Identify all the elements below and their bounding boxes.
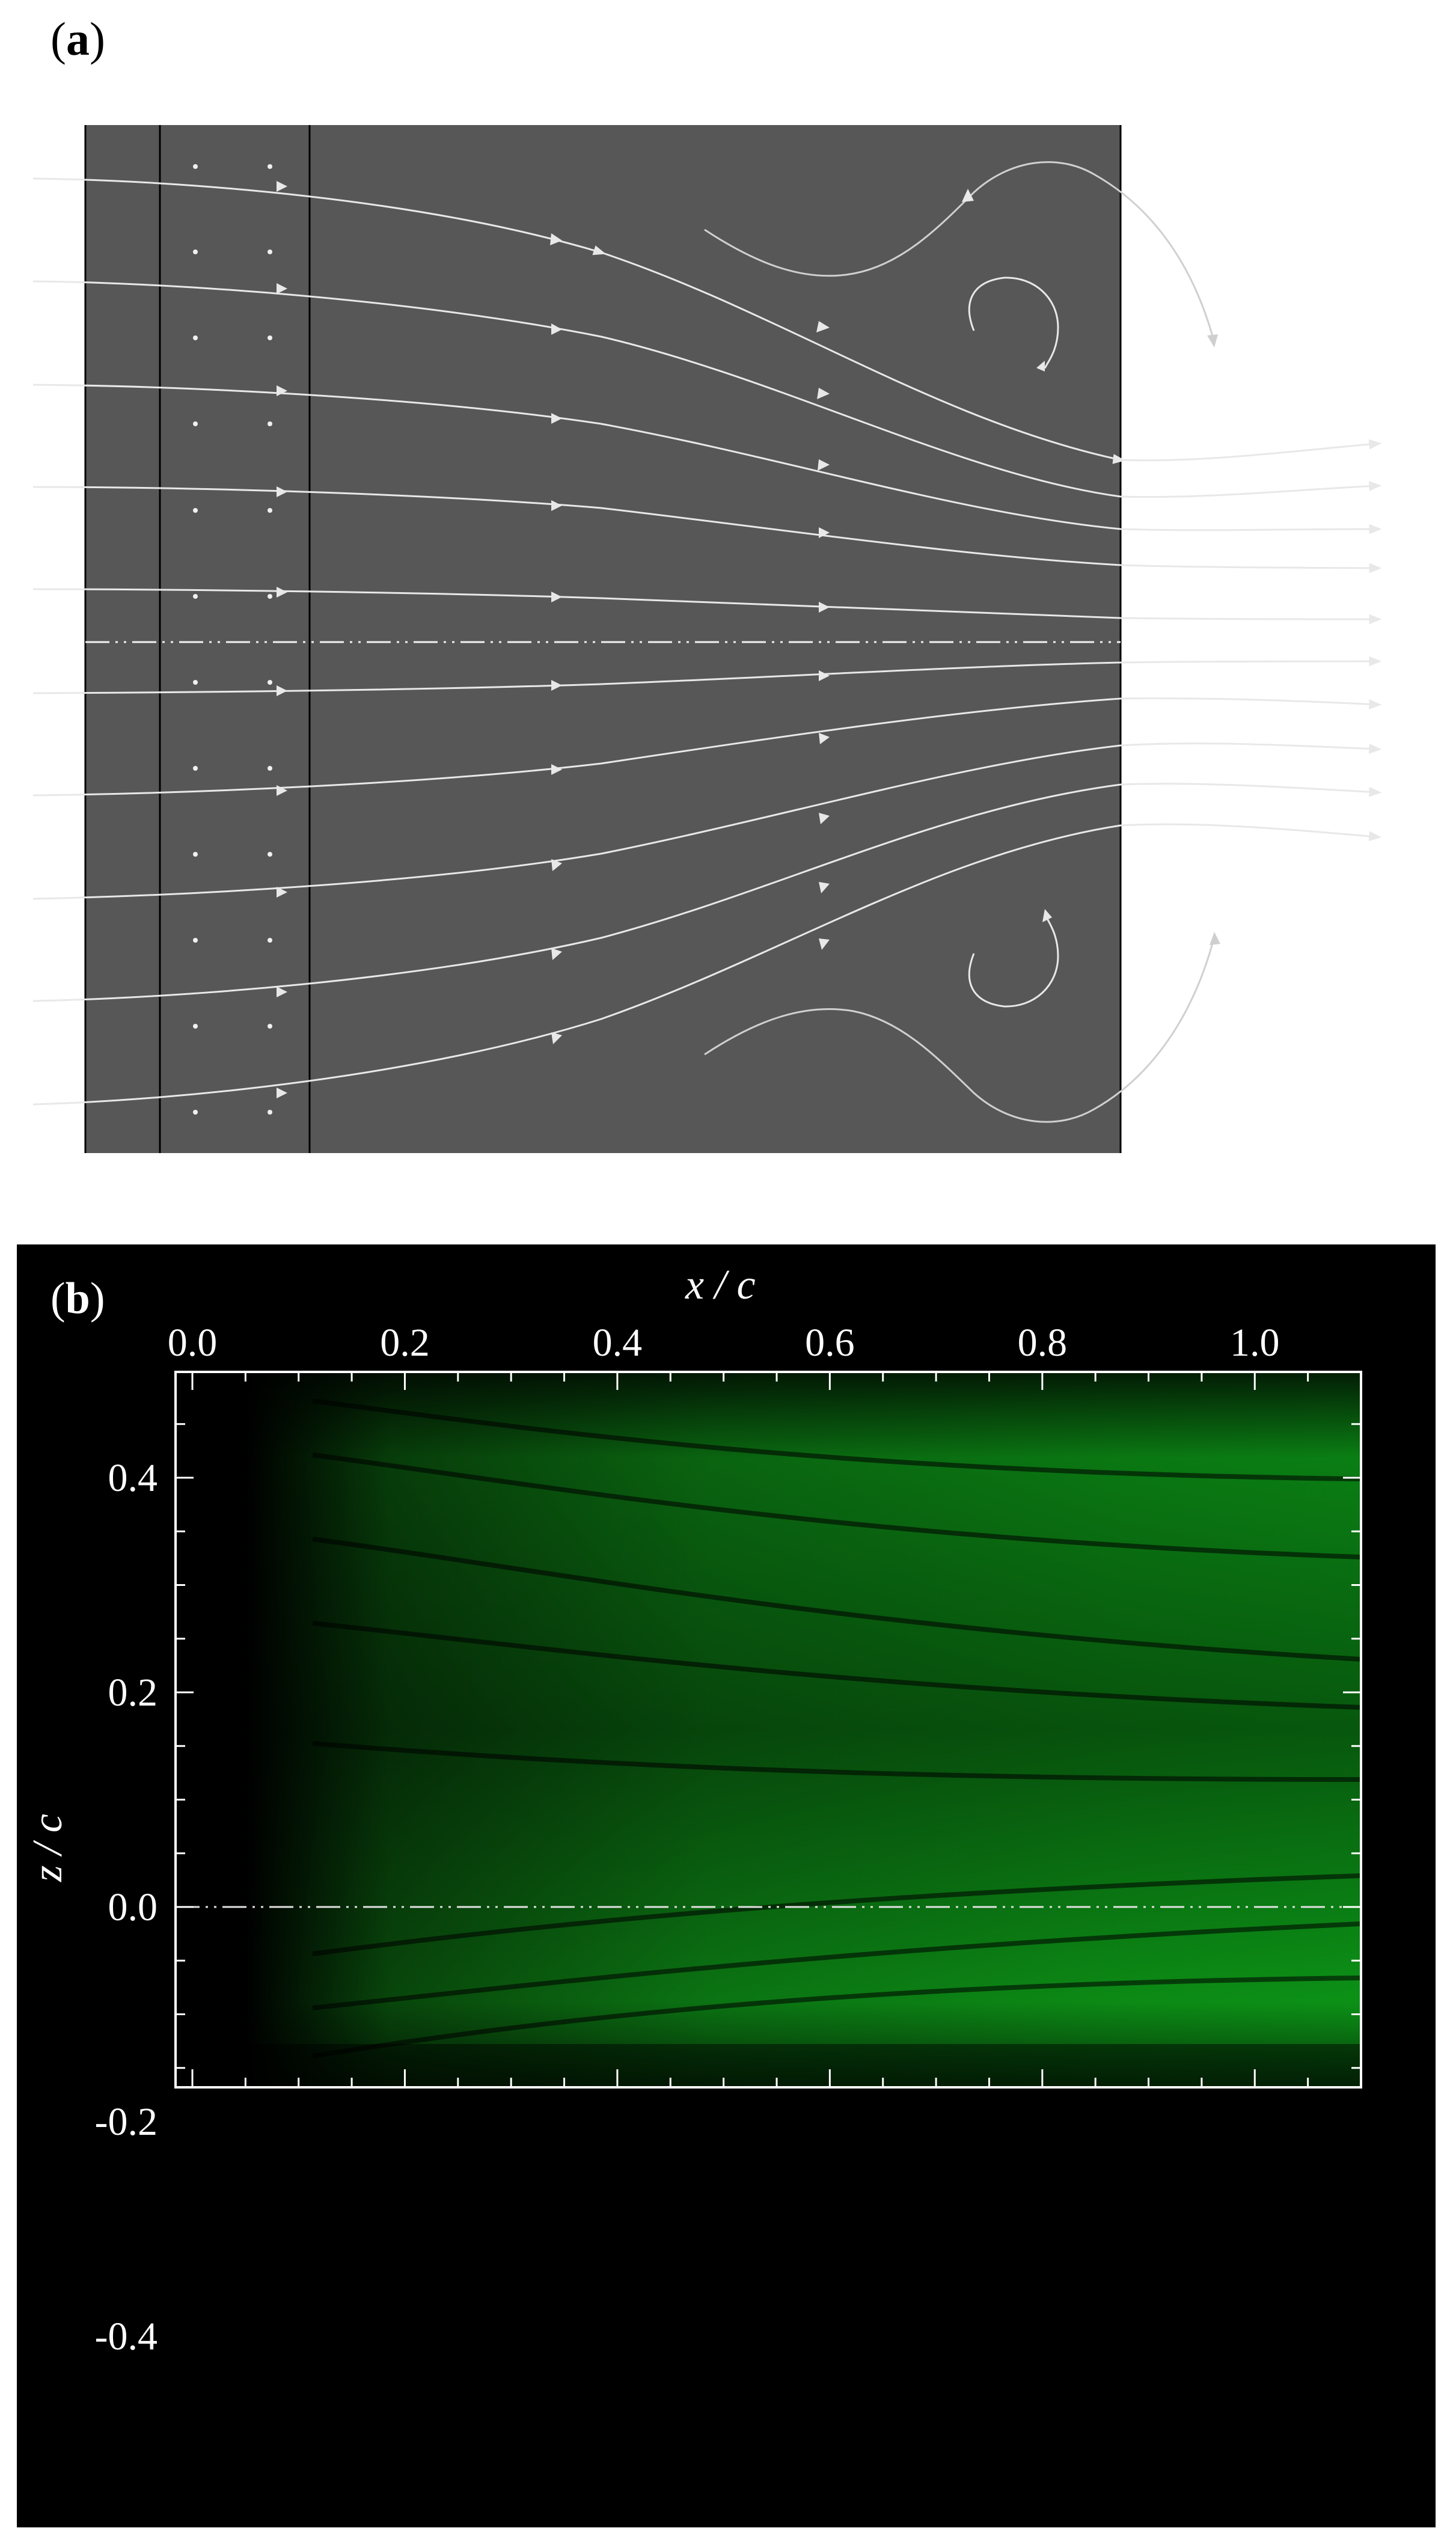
- y-axis-ticks: [176, 1423, 1361, 2069]
- streamline: [32, 823, 1382, 1106]
- x-axis-ticks: [191, 1372, 1362, 2087]
- x-tick-label: 0.8: [1018, 1321, 1068, 1365]
- y-axis-label: z / c: [25, 1814, 71, 1882]
- y-tick-label: -0.2: [95, 2100, 158, 2144]
- panel-b-label: (b): [50, 1274, 105, 1323]
- panel-a-label: (a): [50, 13, 105, 65]
- x-tick-label: 0.2: [380, 1321, 430, 1365]
- y-axis-tick-labels: 0.4 0.2 0.0 -0.2 -0.4: [95, 1456, 158, 2358]
- streamline: [32, 177, 1382, 464]
- x-axis-label: x / c: [685, 1262, 756, 1308]
- streamline: [32, 588, 1382, 625]
- x-tick-label: 0.4: [593, 1321, 643, 1365]
- panel-a-flow-arrows: [277, 181, 830, 1098]
- y-tick-label: -0.4: [95, 2315, 158, 2358]
- y-tick-label: 0.0: [108, 1885, 158, 1929]
- panel-a-streamlines: [32, 177, 1382, 1106]
- panel-a-lower-vortex: [704, 913, 1216, 1123]
- streamline: [32, 742, 1382, 900]
- panel-b-axes-frame: [174, 1371, 1362, 2089]
- x-axis-tick-labels: 0.0 0.2 0.4 0.6 0.8 1.0: [168, 1321, 1280, 1365]
- x-tick-label: 0.6: [805, 1321, 855, 1365]
- streamline: [32, 656, 1382, 694]
- streamline: [32, 384, 1382, 534]
- panel-a-upper-vortex: [704, 161, 1216, 369]
- streamline: [32, 486, 1382, 574]
- y-tick-label: 0.4: [108, 1456, 158, 1500]
- x-tick-label: 0.0: [168, 1321, 218, 1365]
- streamline: [32, 280, 1382, 498]
- x-tick-label: 1.0: [1230, 1321, 1280, 1365]
- streamline: [32, 697, 1382, 797]
- streamline: [32, 783, 1382, 1002]
- panel-a-dot-grid: [193, 164, 272, 1115]
- panel-b-flow-field: [176, 1372, 1361, 2087]
- y-tick-label: 0.2: [108, 1671, 158, 1715]
- panel-a-diagram: [32, 125, 1382, 1153]
